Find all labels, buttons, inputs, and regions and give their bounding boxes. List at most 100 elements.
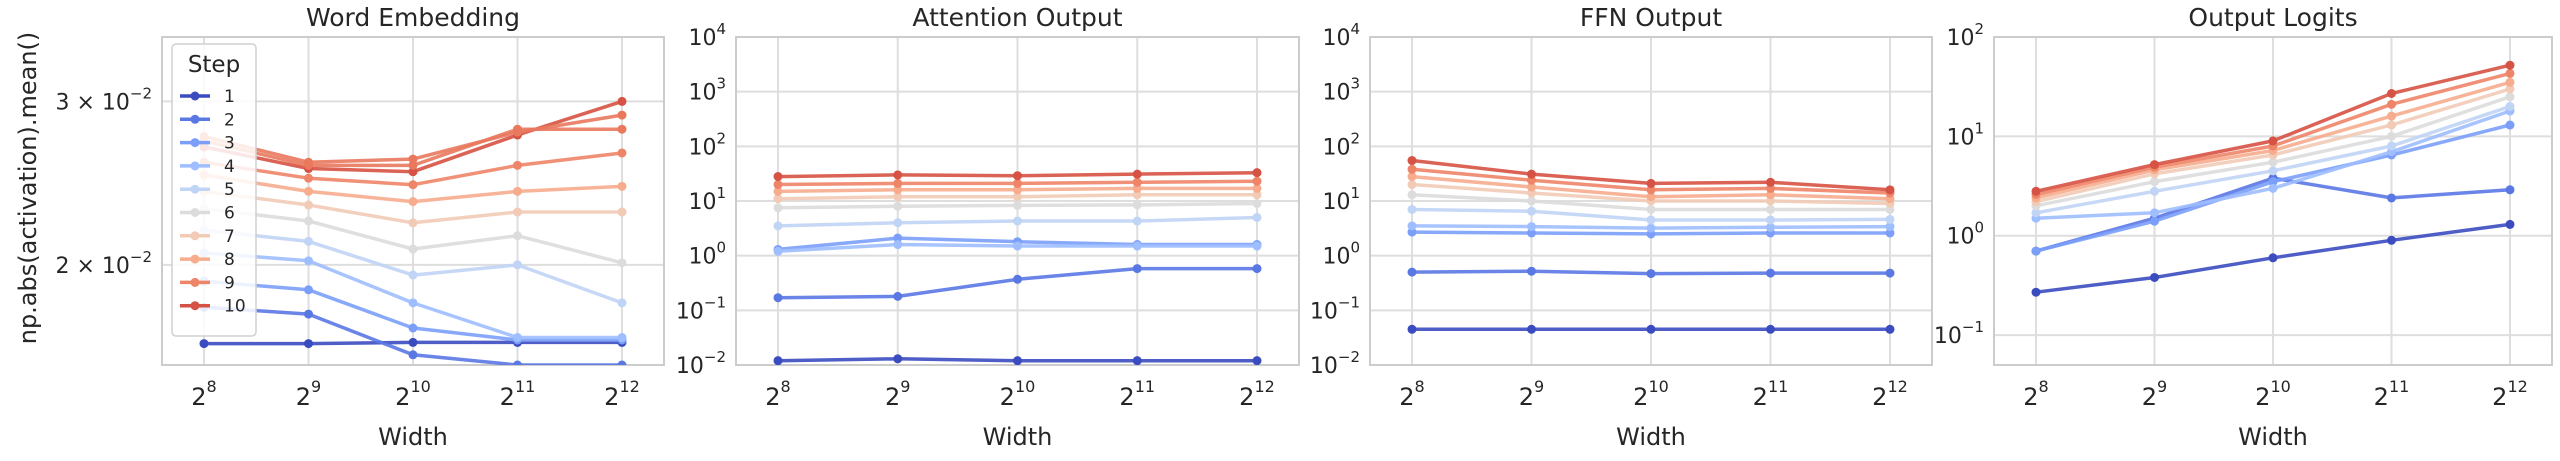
chart-title: FFN Output	[1580, 3, 1722, 32]
y-tick-exponent: 0	[1350, 239, 1360, 257]
series-point-3	[2031, 246, 2041, 256]
series-point-7	[1407, 180, 1417, 190]
x-tick-exponent: 9	[900, 377, 910, 396]
y-tick-exponent: −2	[704, 348, 726, 366]
series-point-9	[1252, 176, 1262, 186]
legend-entry-6: 6	[224, 204, 235, 224]
legend-entry-9: 9	[224, 273, 235, 293]
series-point-4	[893, 240, 903, 250]
series-point-6	[617, 258, 627, 268]
y-tick-label: 102	[1946, 20, 1984, 51]
legend-marker-2	[190, 114, 200, 124]
series-point-6	[2268, 157, 2278, 167]
series-point-1	[893, 354, 903, 364]
series-point-10	[1407, 156, 1417, 166]
series-point-10	[408, 167, 418, 177]
x-axis-label: Width	[2238, 423, 2308, 451]
x-tick-label: 211	[1753, 377, 1789, 411]
series-point-8	[1646, 192, 1656, 202]
series-point-2	[1766, 268, 1775, 278]
series-point-8	[1527, 182, 1536, 192]
series-point-2	[1252, 264, 1262, 274]
x-tick-base: 2	[2255, 383, 2270, 411]
series-point-10	[1013, 171, 1022, 181]
legend-entry-5: 5	[224, 180, 235, 200]
x-tick-label: 210	[2255, 377, 2291, 411]
y-tick-label: 10−1	[1934, 318, 1984, 349]
legend-marker-3	[190, 138, 200, 148]
series-point-10	[2268, 136, 2278, 146]
y-tick-label: 101	[688, 184, 726, 215]
series-point-5	[2505, 101, 2515, 111]
series-point-1	[1407, 324, 1417, 334]
series-point-4	[1013, 241, 1022, 251]
x-tick-label: 210	[1000, 377, 1036, 411]
series-point-9	[304, 173, 313, 183]
y-tick-exponent: 0	[1974, 219, 1984, 237]
series-point-2	[513, 360, 522, 365]
legend-marker-6	[190, 208, 200, 217]
series-point-1	[1013, 356, 1022, 365]
y-tick-mantissa: 10	[688, 26, 716, 51]
series-point-3	[2150, 216, 2159, 226]
series-point-1	[1252, 356, 1262, 365]
series-point-1	[1646, 324, 1656, 334]
series-point-6	[2505, 92, 2515, 102]
y-tick-mantissa: 10	[1946, 26, 1974, 51]
x-tick-exponent: 10	[1015, 377, 1035, 396]
series-point-6	[893, 201, 903, 211]
legend-entry-7: 7	[224, 227, 235, 247]
series-point-4	[408, 298, 418, 308]
series-point-1	[2387, 235, 2396, 245]
legend-entry-1: 1	[224, 87, 235, 107]
series-point-3	[2268, 177, 2278, 187]
series-point-7	[1132, 190, 1142, 200]
legend-marker-1	[190, 91, 200, 101]
x-tick-label: 28	[2023, 377, 2048, 411]
series-point-2	[1132, 264, 1142, 274]
x-tick-base: 2	[1000, 383, 1015, 411]
series-point-3	[304, 285, 313, 295]
x-tick-label: 210	[1633, 377, 1669, 411]
series-point-1	[1885, 324, 1895, 334]
y-tick-mantissa: 10	[1310, 299, 1338, 324]
series-point-4	[1132, 241, 1142, 251]
x-tick-base: 2	[191, 383, 206, 411]
x-tick-exponent: 12	[1887, 377, 1907, 396]
series-point-6	[408, 244, 418, 254]
x-tick-base: 2	[2142, 383, 2157, 411]
y-tick-label: 102	[1322, 129, 1360, 160]
x-tick-label: 212	[1872, 377, 1908, 411]
x-tick-exponent: 9	[1534, 377, 1544, 396]
series-point-9	[1132, 177, 1142, 187]
x-tick-label: 29	[2142, 377, 2167, 411]
x-tick-label: 29	[296, 377, 321, 411]
legend-marker-7	[190, 231, 200, 241]
x-tick-exponent: 12	[619, 377, 639, 396]
x-tick-base: 2	[604, 383, 619, 411]
series-point-4	[2150, 208, 2159, 218]
series-point-5	[1527, 206, 1536, 216]
series-point-2	[1885, 268, 1895, 278]
y-tick-label: 10−1	[1310, 293, 1360, 324]
series-point-7	[1013, 192, 1022, 202]
series-point-6	[1132, 200, 1142, 210]
y-tick-mantissa: 10	[1322, 26, 1350, 51]
axes-frame	[1993, 36, 2553, 366]
series-point-5	[617, 298, 627, 308]
series-point-9	[2387, 99, 2396, 109]
y-tick-exponent: −2	[130, 84, 152, 102]
series-point-1	[773, 356, 783, 365]
series-point-9	[1646, 185, 1656, 195]
chart-title: Output Logits	[2188, 3, 2357, 32]
series-point-extra-10	[408, 160, 418, 170]
series-point-6	[1407, 190, 1417, 200]
x-tick-label: 28	[1399, 377, 1424, 411]
x-tick-label: 28	[191, 377, 216, 411]
y-tick-exponent: 1	[716, 184, 726, 202]
series-point-6	[304, 216, 313, 226]
y-tick-mantissa: 10	[676, 354, 704, 379]
y-tick-exponent: 2	[1350, 129, 1360, 147]
